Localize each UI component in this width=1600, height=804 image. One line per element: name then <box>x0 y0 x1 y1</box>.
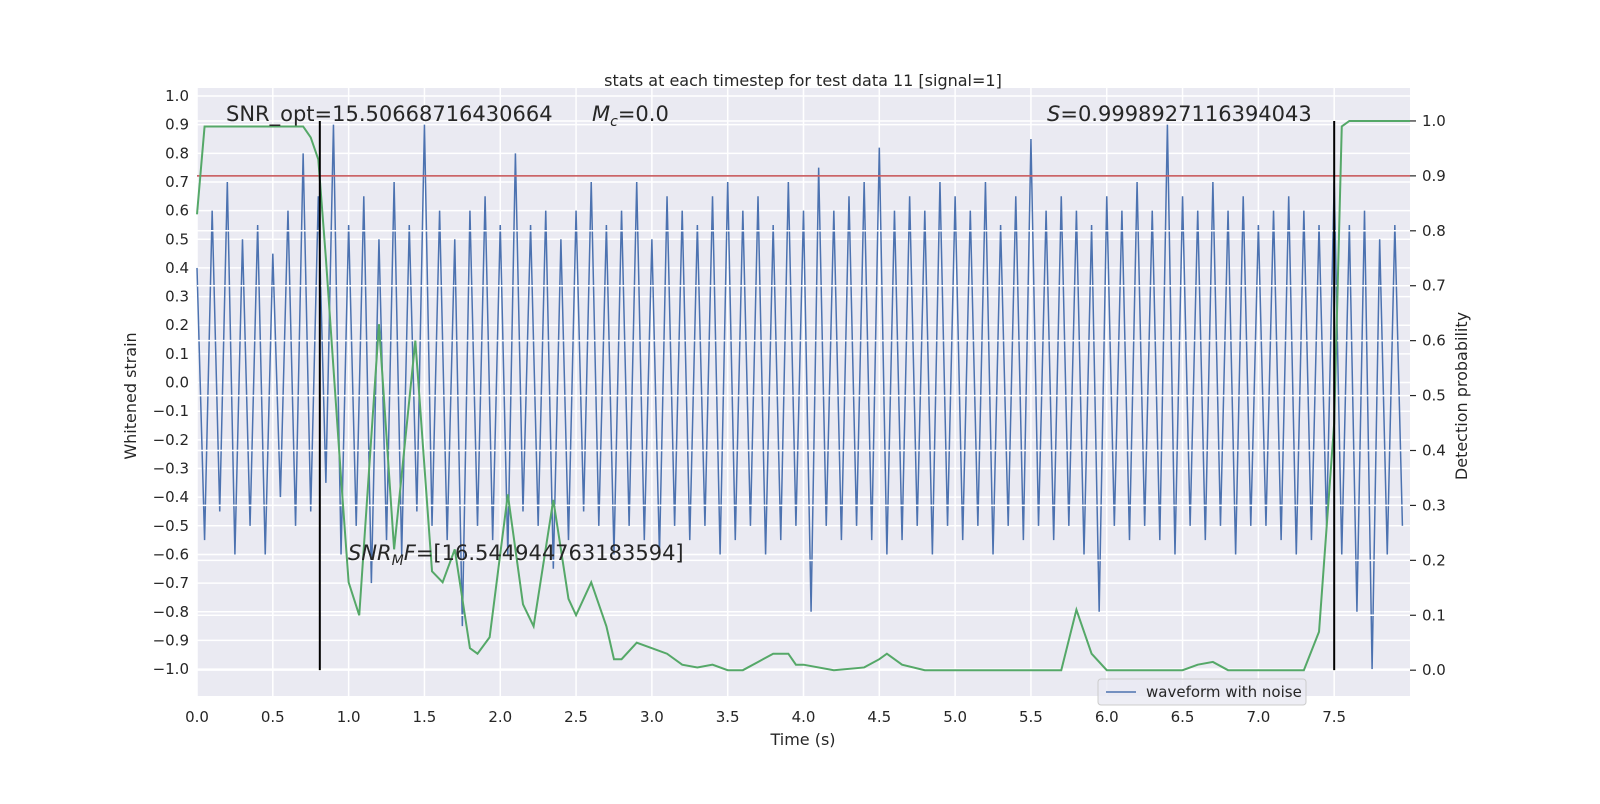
annotation: SNR_opt=15.50668716430664 <box>226 102 553 127</box>
x-tick-label: 4.0 <box>792 708 816 726</box>
y-tick-label: 0.1 <box>165 345 189 363</box>
y-tick-label: 0.5 <box>165 230 189 248</box>
chart-title: stats at each timestep for test data 11 … <box>604 71 1002 90</box>
y-tick-label: −0.6 <box>153 545 189 563</box>
y2-tick-label: 0.0 <box>1422 661 1446 679</box>
x-tick-label: 5.5 <box>1019 708 1043 726</box>
y-tick-label: −0.1 <box>153 402 189 420</box>
x-tick-label: 0.5 <box>261 708 285 726</box>
y2-tick-label: 0.8 <box>1422 222 1446 240</box>
data-line <box>196 119 1410 672</box>
annotation-text: M <box>392 553 404 569</box>
y-tick-label: 0.2 <box>165 316 189 334</box>
y-tick-label: −0.3 <box>153 460 189 478</box>
y-tick-label: 0.0 <box>165 374 189 392</box>
annotation: S=0.9998927116394043 <box>1047 102 1312 126</box>
y2-tick-label: 0.2 <box>1422 551 1446 569</box>
legend-label: waveform with noise <box>1146 683 1302 701</box>
y2-tick-label: 0.9 <box>1422 167 1446 185</box>
y-tick-label: −0.5 <box>153 517 189 535</box>
y-tick-label: −0.2 <box>153 431 189 449</box>
y-tick-label: 0.8 <box>165 144 189 162</box>
annotation-text: S <box>1047 102 1060 126</box>
annotation-text: c <box>610 114 618 130</box>
x-tick-label: 5.0 <box>943 708 967 726</box>
x-tick-label: 7.0 <box>1246 708 1270 726</box>
y-tick-label: 0.4 <box>165 259 189 277</box>
y-axis-label: Whitened strain <box>121 332 140 459</box>
x-tick-label: 1.0 <box>337 708 361 726</box>
y-tick-label: 0.3 <box>165 288 189 306</box>
annotation: Mc=0.0 <box>592 102 669 130</box>
x-tick-label: 4.5 <box>867 708 891 726</box>
x-tick-label: 6.5 <box>1171 708 1195 726</box>
x-tick-label: 0.0 <box>185 708 209 726</box>
y2-tick-label: 0.3 <box>1422 496 1446 514</box>
x-tick-label: 2.0 <box>488 708 512 726</box>
y-tick-label: 0.9 <box>165 116 189 134</box>
annotation-text: M <box>592 102 610 126</box>
x-tick-label: 7.5 <box>1322 708 1346 726</box>
x-tick-label: 3.0 <box>640 708 664 726</box>
legend-box <box>1097 678 1307 706</box>
y-tick-label: −0.8 <box>153 603 189 621</box>
data-line <box>196 124 1404 670</box>
annotation-text: F <box>404 541 417 565</box>
y2-tick-label: 0.7 <box>1422 277 1446 295</box>
y2-tick-label: 0.6 <box>1422 332 1446 350</box>
annotation-text: SNR_opt=15.50668716430664 <box>226 102 553 127</box>
y2-tick-label: 0.4 <box>1422 441 1446 459</box>
x-tick-label: 6.0 <box>1095 708 1119 726</box>
y2-axis-label: Detection probability <box>1452 312 1471 480</box>
y-tick-label: 0.7 <box>165 173 189 191</box>
annotation: SNRMF=[16.544944763183594] <box>348 541 684 569</box>
y-tick-label: 1.0 <box>165 87 189 105</box>
y-tick-label: 0.6 <box>165 202 189 220</box>
x-tick-label: 2.5 <box>564 708 588 726</box>
annotation-text: =0.9998927116394043 <box>1060 102 1311 126</box>
annotation-text: =[16.544944763183594] <box>416 541 684 565</box>
x-axis-label: Time (s) <box>769 730 835 749</box>
y-tick-label: −0.9 <box>153 631 189 649</box>
y2-tick-label: 0.5 <box>1422 387 1446 405</box>
annotation-text: SNR <box>348 541 392 565</box>
y-tick-label: −0.4 <box>153 488 189 506</box>
y-tick-label: −1.0 <box>153 660 189 678</box>
plot-layer <box>196 88 1410 696</box>
y2-tick-label: 0.1 <box>1422 606 1446 624</box>
y-tick-label: −0.7 <box>153 574 189 592</box>
y2-tick-label: 1.0 <box>1422 112 1446 130</box>
x-tick-label: 3.5 <box>716 708 740 726</box>
x-tick-label: 1.5 <box>413 708 437 726</box>
annotation-text: =0.0 <box>618 102 669 126</box>
